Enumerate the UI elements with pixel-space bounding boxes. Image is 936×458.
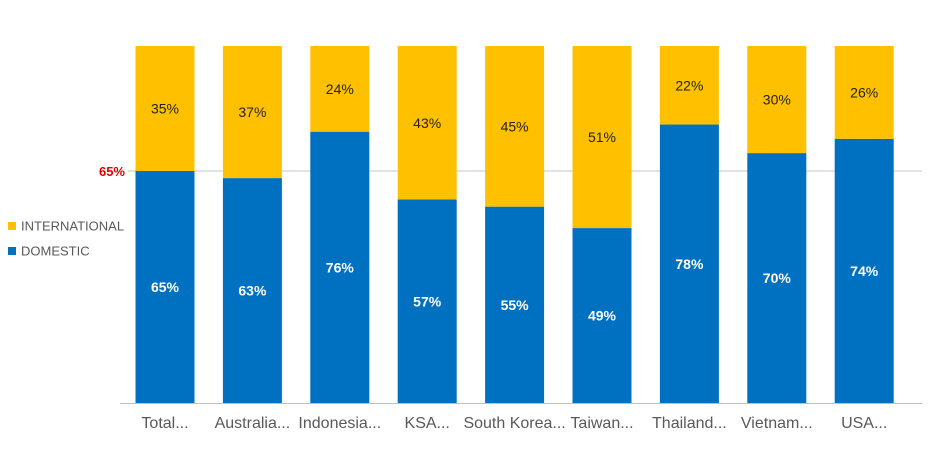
bar-international-6 <box>659 46 719 125</box>
bar-domestic-0 <box>135 170 195 403</box>
data-label-international-8: 26% <box>850 84 878 100</box>
data-label-international-5: 51% <box>588 129 616 145</box>
data-label-international-0: 35% <box>151 100 179 116</box>
data-label-international-3: 43% <box>413 115 441 131</box>
bar-international-7 <box>747 46 807 154</box>
legend-label-domestic: DOMESTIC <box>21 244 90 259</box>
x-tick-label-0: Total... <box>141 415 188 432</box>
data-labels-group: 65% 35% 63% 37% 76% 24% 57% 43% 55% 45% 49% 51% 78% 2… <box>151 77 879 323</box>
bar-domestic-4 <box>485 206 545 403</box>
bar-domestic-3 <box>397 199 457 403</box>
x-tick-label-7: Vietnam... <box>741 415 813 432</box>
bar-domestic-2 <box>310 131 370 403</box>
data-label-domestic-7: 70% <box>763 270 792 286</box>
bar-international-3 <box>397 46 457 200</box>
data-label-international-6: 22% <box>675 77 703 93</box>
data-label-domestic-8: 74% <box>850 263 879 279</box>
bar-domestic-7 <box>747 153 807 403</box>
data-label-domestic-0: 65% <box>151 279 180 295</box>
bar-international-0 <box>135 46 195 171</box>
data-label-international-1: 37% <box>238 104 266 120</box>
bar-international-5 <box>572 46 632 229</box>
bar-international-1 <box>222 46 282 179</box>
x-tick-label-5: Taiwan... <box>570 415 633 432</box>
x-tick-label-2: Indonesia... <box>298 415 381 432</box>
reference-line-label: 65% <box>99 164 125 179</box>
data-label-international-7: 30% <box>763 92 791 108</box>
bar-domestic-5 <box>572 228 632 403</box>
legend: INTERNATIONAL DOMESTIC <box>8 219 124 259</box>
bar-domestic-1 <box>222 178 282 403</box>
x-tick-label-6: Thailand... <box>652 415 727 432</box>
bar-domestic-6 <box>659 124 719 403</box>
bar-domestic-8 <box>834 138 894 403</box>
bar-international-2 <box>310 46 370 132</box>
bars-group <box>135 46 894 403</box>
data-label-domestic-1: 63% <box>238 283 267 299</box>
x-tick-label-3: KSA... <box>405 415 450 432</box>
bar-international-8 <box>834 46 894 139</box>
data-label-domestic-3: 57% <box>413 293 442 309</box>
x-tick-labels-group: Total... Australia... Indonesia... KSA... So… <box>141 415 887 432</box>
bar-international-4 <box>485 46 545 207</box>
data-label-domestic-2: 76% <box>326 259 355 275</box>
legend-swatch-international <box>8 222 16 230</box>
x-tick-label-1: Australia... <box>215 415 291 432</box>
data-label-international-2: 24% <box>326 81 354 97</box>
data-label-domestic-5: 49% <box>588 308 617 324</box>
data-label-domestic-4: 55% <box>501 297 530 313</box>
x-tick-label-4: South Korea... <box>463 415 565 432</box>
legend-swatch-domestic <box>8 247 16 255</box>
x-tick-label-8: USA... <box>841 415 887 432</box>
data-label-international-4: 45% <box>501 118 529 134</box>
data-label-domestic-6: 78% <box>675 256 704 272</box>
legend-label-international: INTERNATIONAL <box>21 219 124 234</box>
